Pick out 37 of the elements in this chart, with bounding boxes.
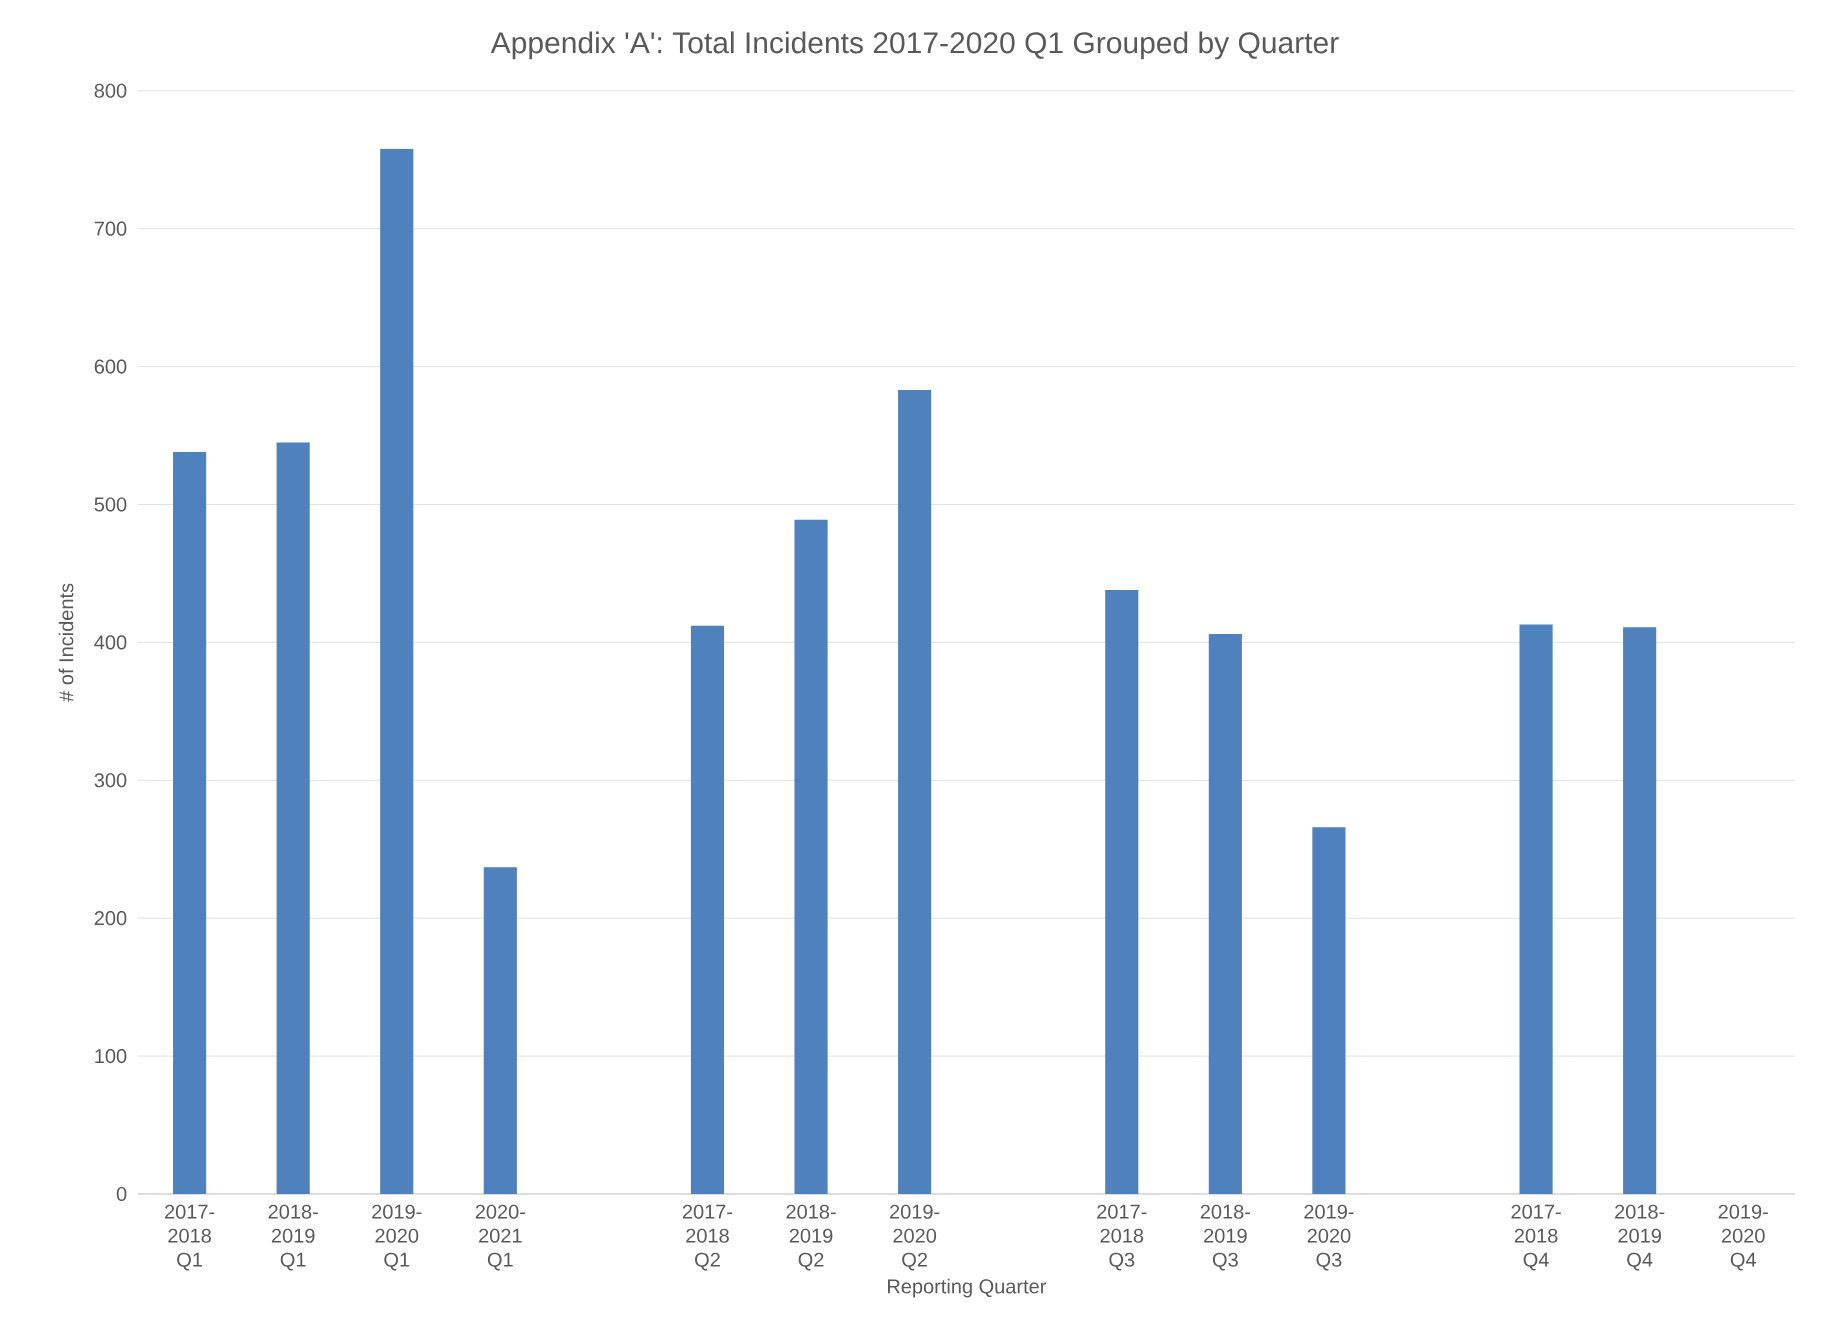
x-tick-label: 2018-2019 Q1 (268, 1204, 318, 1271)
bar (1312, 827, 1346, 1194)
x-tick-label: 2017-2018 Q4 (1511, 1204, 1561, 1271)
bar (173, 452, 207, 1194)
y-tick-label: 100 (95, 1049, 127, 1064)
x-tick-label: 2018-2019 Q2 (786, 1204, 836, 1271)
bar (1208, 634, 1242, 1194)
y-tick-label: 700 (94, 221, 127, 236)
bar (690, 625, 725, 1194)
bar (1105, 589, 1139, 1194)
bar (380, 148, 414, 1194)
bar (483, 867, 517, 1194)
x-tick-label: 2020-2021 Q1 (475, 1204, 525, 1271)
y-tick-label: 400 (94, 635, 127, 650)
bar (1623, 627, 1657, 1194)
y-axis-title: # of Incidents (58, 583, 74, 702)
x-tick-label: 2019-2020 Q3 (1304, 1204, 1354, 1271)
y-tick-label: 600 (94, 359, 127, 374)
x-axis-title: Reporting Quarter (888, 1278, 1047, 1298)
x-tick-label: 2019-2020 Q1 (372, 1204, 422, 1271)
bar (276, 442, 310, 1194)
bar (1519, 624, 1553, 1194)
x-tick-label: 2018-2019 Q4 (1615, 1204, 1665, 1271)
y-tick-label: 300 (94, 773, 127, 788)
y-tick-label: 500 (94, 497, 127, 512)
chart-title: Appendix 'A': Total Incidents 2017-2020 Q1 Grouped by Quarter (490, 31, 1339, 60)
bar (794, 519, 828, 1194)
x-tick-label: 2017-2018 Q3 (1097, 1204, 1147, 1271)
y-tick-label: 800 (94, 83, 127, 98)
x-tick-label: 2017-2018 Q1 (165, 1204, 215, 1271)
x-tick-label: 2019-2020 Q4 (1718, 1204, 1768, 1271)
bar (898, 390, 932, 1194)
x-tick-label: 2017-2018 Q2 (682, 1204, 733, 1271)
y-tick-label: 200 (94, 911, 127, 926)
x-tick-label: 2018-2019 Q3 (1200, 1204, 1251, 1271)
y-tick-label: 0 (116, 1186, 127, 1202)
x-tick-label: 2019-2020 Q2 (890, 1204, 940, 1271)
